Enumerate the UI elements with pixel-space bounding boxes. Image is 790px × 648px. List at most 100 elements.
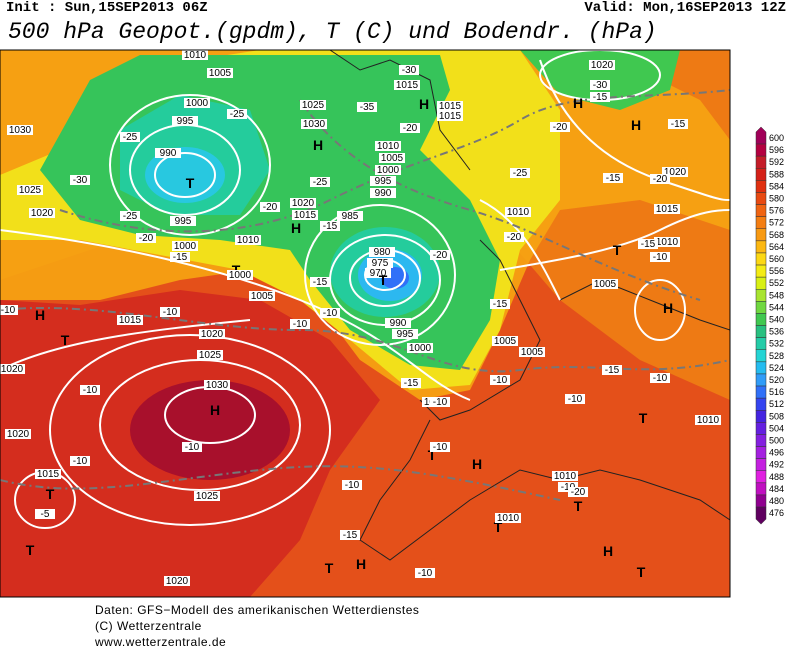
colorbar-swatch bbox=[755, 155, 767, 169]
label-box bbox=[430, 442, 450, 452]
label-box bbox=[565, 394, 585, 404]
label-box bbox=[357, 102, 377, 112]
label-box bbox=[650, 174, 670, 184]
temperature-label: -20 bbox=[653, 174, 668, 185]
isobar-label: 985 bbox=[342, 211, 359, 222]
pressure-center: H bbox=[35, 307, 45, 323]
temperature-label: -25 bbox=[123, 132, 138, 143]
label-box bbox=[310, 177, 330, 187]
isobar-label: 1030 bbox=[303, 119, 326, 130]
temperature-label: -10 bbox=[568, 394, 583, 405]
pressure-center: H bbox=[419, 96, 429, 112]
temperature-label: -15 bbox=[404, 378, 419, 389]
label-box bbox=[0, 305, 18, 315]
label-box bbox=[197, 350, 223, 360]
colorbar-label: 520 bbox=[769, 375, 784, 385]
footer-line: www.wetterzentrale.de bbox=[94, 635, 226, 648]
label-box bbox=[369, 247, 395, 257]
colorbar-label: 516 bbox=[769, 387, 784, 397]
pressure-center: T bbox=[325, 560, 334, 576]
colorbar-swatch bbox=[755, 337, 767, 350]
colorbar-label: 528 bbox=[769, 351, 784, 361]
isobar-label: 1025 bbox=[196, 491, 219, 502]
pressure-center: T bbox=[428, 447, 437, 463]
colorbar-swatch bbox=[755, 204, 767, 217]
colorbar-label: 536 bbox=[769, 327, 784, 337]
isobar-label: 1015 bbox=[656, 204, 679, 215]
label-box bbox=[290, 319, 310, 329]
colorbar-label: 588 bbox=[769, 169, 784, 179]
pressure-center: T bbox=[26, 542, 35, 558]
label-box bbox=[207, 68, 233, 78]
colorbar-swatch bbox=[755, 276, 767, 290]
temperature-label: -15 bbox=[641, 239, 656, 250]
temperature-label: -15 bbox=[343, 530, 358, 541]
colorbar-label: 592 bbox=[769, 157, 784, 167]
label-box bbox=[29, 208, 55, 218]
colorbar: 600 596 592 588 584 580 576 572 568 564 560 556 552 5… bbox=[755, 126, 784, 525]
colorbar-swatch bbox=[755, 228, 767, 242]
colorbar-swatch bbox=[755, 494, 767, 508]
label-box bbox=[164, 576, 190, 586]
label-box bbox=[300, 100, 326, 110]
label-box bbox=[136, 233, 156, 243]
valid-time: Valid: Mon,16SEP2013 12Z bbox=[584, 0, 786, 16]
isobar-label: 990 bbox=[375, 188, 392, 199]
colorbar-swatch bbox=[755, 192, 767, 205]
temperature-label: -30 bbox=[73, 175, 88, 186]
isobar-label: 1015 bbox=[396, 80, 419, 91]
temperature-label: -20 bbox=[433, 250, 448, 261]
colorbar-swatch bbox=[755, 313, 767, 326]
temperature-label: -15 bbox=[606, 173, 621, 184]
colorbar-label: 512 bbox=[769, 399, 784, 409]
pressure-center: H bbox=[313, 137, 323, 153]
label-box bbox=[492, 336, 518, 346]
label-box bbox=[589, 60, 615, 70]
colorbar-label: 584 bbox=[769, 181, 784, 191]
label-box bbox=[182, 50, 208, 60]
label-box bbox=[204, 380, 230, 390]
colorbar-label: 532 bbox=[769, 339, 784, 349]
isobar-label: 995 bbox=[177, 116, 194, 127]
temperature-label: -10 bbox=[73, 456, 88, 467]
label-box bbox=[490, 299, 510, 309]
colorbar-swatch bbox=[755, 349, 767, 363]
colorbar-label: 600 bbox=[769, 133, 784, 143]
label-box bbox=[592, 279, 618, 289]
label-box bbox=[172, 241, 198, 251]
label-box bbox=[401, 378, 421, 388]
label-box bbox=[370, 188, 396, 198]
label-box bbox=[235, 235, 261, 245]
temperature-label: -10 bbox=[653, 373, 668, 384]
colorbar-label: 484 bbox=[769, 484, 784, 494]
isobar-label: 995 bbox=[397, 329, 414, 340]
label-box bbox=[552, 471, 578, 481]
colorbar-label: 540 bbox=[769, 315, 784, 325]
temperature-label: -10 bbox=[418, 568, 433, 579]
temperature-label: -20 bbox=[139, 233, 154, 244]
label-box bbox=[194, 491, 220, 501]
isobar-label: 975 bbox=[372, 258, 389, 269]
label-box bbox=[184, 98, 210, 108]
temperature-label: -20 bbox=[571, 487, 586, 498]
label-box bbox=[320, 221, 340, 231]
colorbar-label: 480 bbox=[769, 496, 784, 506]
colorbar-label: 492 bbox=[769, 460, 784, 470]
colorbar-label: 596 bbox=[769, 145, 784, 155]
label-box bbox=[437, 111, 463, 121]
pressure-center: T bbox=[574, 498, 583, 514]
label-box bbox=[367, 258, 393, 268]
label-box bbox=[385, 318, 411, 328]
label-box bbox=[117, 315, 143, 325]
temperature-label: -25 bbox=[123, 211, 138, 222]
label-box bbox=[370, 176, 396, 186]
colorbar-swatch bbox=[755, 143, 767, 157]
coastlines bbox=[329, 50, 730, 561]
temperature-label: -10 bbox=[345, 480, 360, 491]
pressure-center: H bbox=[573, 95, 583, 111]
colorbar-swatch bbox=[755, 397, 767, 411]
pressure-center: T bbox=[637, 564, 646, 580]
footer-line: (C) Wetterzentrale bbox=[95, 619, 202, 633]
label-box bbox=[379, 153, 405, 163]
